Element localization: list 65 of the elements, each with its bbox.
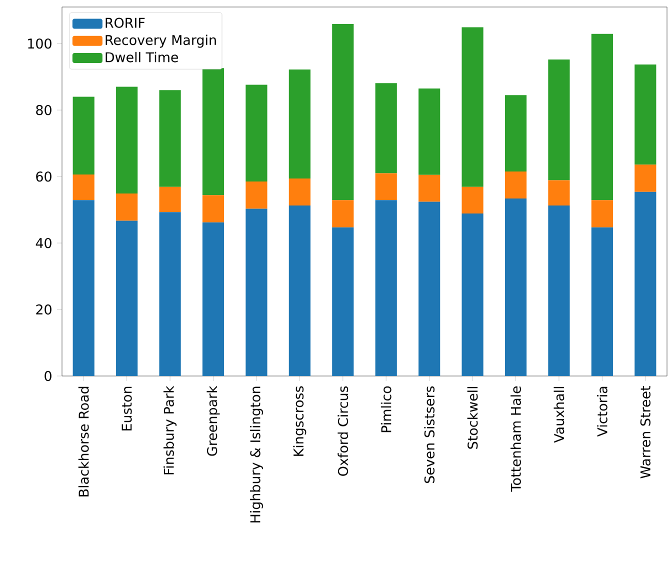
bar	[634, 64, 656, 165]
x-tick-label: Seven Sistsers	[424, 386, 435, 484]
bar	[591, 34, 613, 200]
bar	[591, 200, 613, 228]
y-tick-label: 20	[36, 304, 52, 315]
bar	[548, 205, 570, 376]
bar	[375, 83, 397, 174]
bar	[332, 227, 354, 376]
x-tick-label: Oxford Circus	[338, 386, 348, 476]
bar	[116, 220, 138, 376]
bar	[72, 200, 94, 376]
bar	[418, 174, 440, 202]
x-tick-label: Greenpark	[206, 386, 220, 456]
bar	[288, 178, 310, 206]
bar	[548, 60, 570, 180]
x-tick-label: Pimlico	[380, 386, 392, 432]
x-tick-label: Kingscross	[293, 386, 306, 456]
bar	[159, 212, 181, 376]
bar	[418, 202, 440, 376]
bar	[288, 205, 310, 376]
bar	[634, 164, 656, 192]
bar	[72, 174, 94, 200]
bar	[375, 173, 397, 200]
bar	[504, 172, 527, 198]
bar	[462, 186, 484, 214]
bar	[504, 198, 527, 376]
x-tick-label: Warren Street	[640, 386, 650, 478]
bar	[116, 86, 138, 194]
bar	[375, 200, 397, 376]
bar	[159, 90, 181, 187]
x-tick-label: Tottenham Hale	[510, 386, 521, 492]
bar	[591, 227, 613, 376]
x-tick-label: Finsbury Park	[164, 386, 177, 474]
x-tick-label: Blackhorse Road	[78, 386, 89, 496]
bar	[332, 200, 354, 228]
legend-label: Recovery Margin	[106, 34, 216, 48]
bar	[246, 182, 268, 209]
bar	[159, 186, 181, 212]
bar	[72, 96, 94, 175]
x-tick-label: Stockwell	[467, 386, 478, 449]
bar	[462, 27, 484, 187]
bar	[246, 84, 268, 182]
y-tick-label: 0	[44, 370, 52, 382]
bar	[288, 70, 310, 179]
y-tick-label: 40	[36, 238, 52, 248]
bar	[504, 95, 527, 172]
bar	[462, 213, 484, 376]
y-tick-label: 100	[28, 38, 52, 49]
x-tick-label: Highbury & Islington	[250, 386, 263, 522]
bar	[246, 208, 268, 376]
bar	[332, 24, 354, 200]
legend-label: RORIF	[106, 18, 145, 28]
y-tick-label: 80	[36, 104, 52, 116]
bar	[202, 195, 224, 222]
bar	[202, 222, 224, 376]
bar	[116, 194, 138, 221]
bar	[548, 180, 570, 206]
legend-label: Dwell Time	[106, 52, 178, 62]
bar	[634, 192, 656, 376]
x-tick-label: Euston	[122, 386, 132, 430]
bar	[418, 88, 440, 175]
x-tick-label: Victoria	[596, 386, 608, 437]
y-tick-label: 60	[36, 171, 52, 182]
bar	[202, 68, 224, 196]
x-tick-label: Vauxhall	[554, 386, 564, 443]
